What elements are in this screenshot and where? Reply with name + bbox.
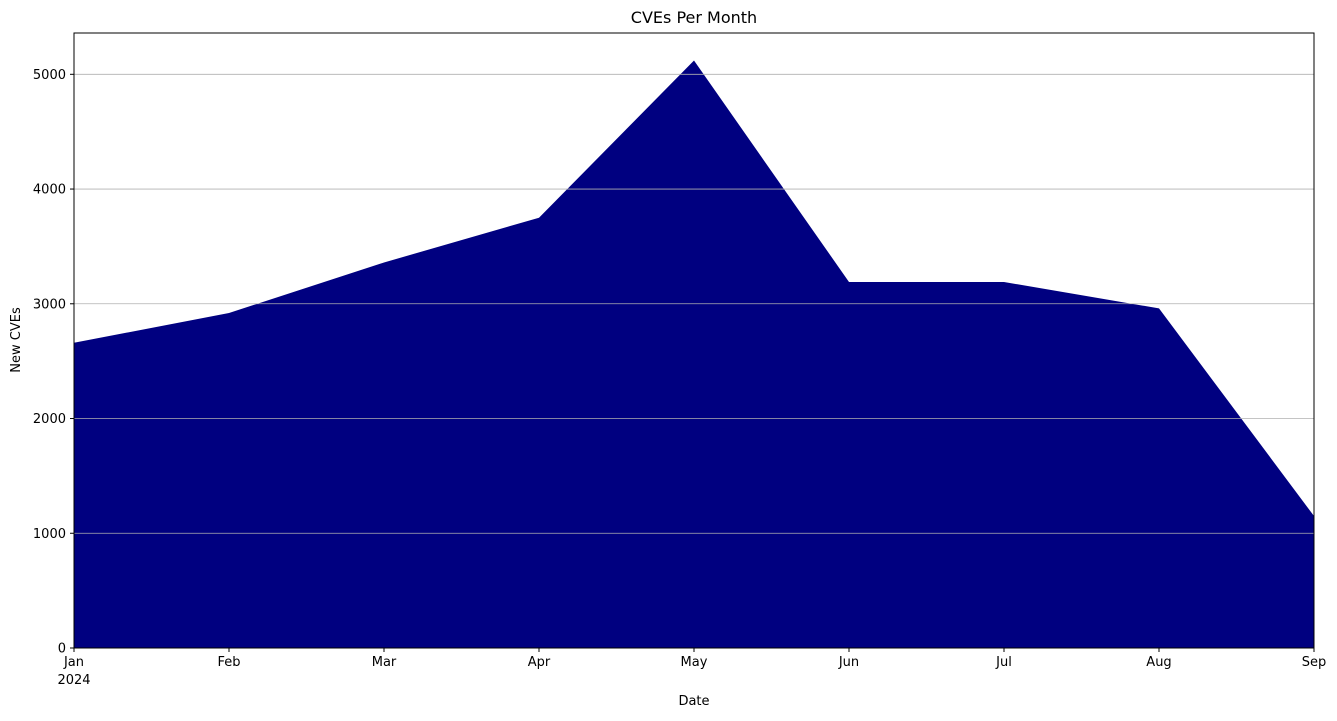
x-tick-label: Mar — [372, 655, 397, 670]
x-year-label: 2024 — [57, 673, 90, 688]
x-tick-label: Sep — [1302, 655, 1327, 670]
y-tick-label: 0 — [58, 642, 66, 657]
x-axis-label: Date — [678, 694, 709, 709]
y-tick-label: 2000 — [33, 412, 66, 427]
x-tick-label: Jul — [995, 655, 1012, 670]
x-tick-label: Jun — [838, 655, 859, 670]
chart-title: CVEs Per Month — [631, 8, 757, 27]
y-tick-label: 4000 — [33, 183, 66, 198]
x-tick-label: Apr — [528, 655, 551, 670]
x-tick-label: May — [681, 655, 708, 670]
y-tick-label: 3000 — [33, 297, 66, 312]
x-tick-label: Aug — [1146, 655, 1171, 670]
y-tick-label: 1000 — [33, 527, 66, 542]
area-series — [74, 60, 1314, 649]
y-tick-label: 5000 — [33, 68, 66, 83]
y-axis-label: New CVEs — [9, 307, 24, 373]
x-tick-label: Jan — [63, 655, 84, 670]
x-tick-label: Feb — [217, 655, 240, 670]
